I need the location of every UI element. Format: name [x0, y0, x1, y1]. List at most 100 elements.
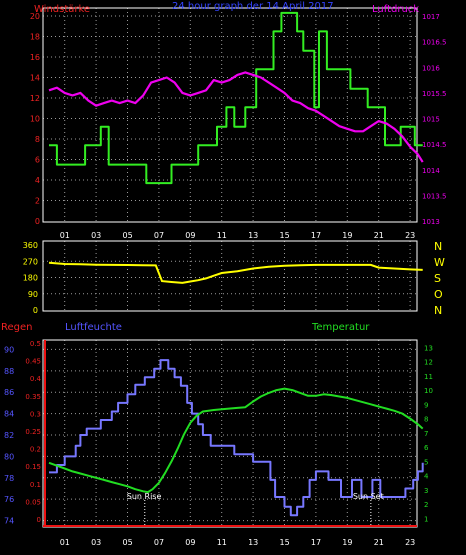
x-tick-label: 21 — [374, 231, 384, 240]
wind-tick-label: 2 — [35, 197, 40, 206]
wind-pressure-grid — [43, 8, 417, 222]
direction-series — [48, 261, 423, 284]
rain-humidity-temperature-x-ticks: 01 03 05 07 09 11 13 15 17 19 21 23 — [60, 538, 416, 547]
direction-grid — [43, 241, 417, 311]
humidity-tick-label: 78 — [4, 474, 14, 483]
x-tick-label: 11 — [217, 538, 227, 547]
wind-axis-title: Windstärke — [34, 4, 90, 15]
compass-label: S — [434, 272, 441, 285]
rain-tick-label: 0.45 — [25, 358, 41, 366]
direction-tick-label: 360 — [23, 241, 38, 250]
rain-axis-ticks: 0 0.05 0.1 0.15 0.2 0.25 0.3 0.35 0.4 0.45 0.5 — [25, 340, 41, 524]
sun-annotation-label: Sun Set — [353, 492, 384, 501]
wind-series-line — [49, 11, 423, 185]
pressure-tick-label: 1013 — [422, 218, 440, 226]
pressure-tick-label: 1015.5 — [422, 90, 447, 98]
pressure-tick-label: 1014.5 — [422, 141, 447, 149]
rain-tick-label: 0.1 — [30, 481, 41, 489]
rain-axis-title: Regen — [1, 322, 33, 333]
x-tick-label: 23 — [405, 231, 415, 240]
temperature-tick-label: 4 — [424, 473, 429, 481]
humidity-tick-label: 80 — [4, 452, 14, 461]
temperature-tick-label: 1 — [424, 515, 428, 523]
pressure-tick-label: 1016.5 — [422, 39, 447, 47]
temperature-tick-label: 13 — [424, 344, 433, 352]
x-tick-label: 15 — [280, 231, 290, 240]
direction-series-line — [48, 261, 423, 284]
x-tick-label: 09 — [185, 538, 195, 547]
temperature-series-line — [48, 387, 424, 494]
x-tick-label: 19 — [342, 231, 352, 240]
x-tick-label: 05 — [123, 538, 133, 547]
rain-tick-label: 0.5 — [30, 340, 41, 348]
humidity-temperature-series — [48, 359, 424, 517]
x-tick-label: 03 — [91, 538, 101, 547]
pressure-tick-label: 1014 — [422, 167, 440, 175]
x-tick-label: 13 — [248, 538, 258, 547]
pressure-series-line — [48, 71, 424, 163]
humidity-tick-label: 74 — [4, 517, 14, 526]
x-tick-label: 21 — [374, 538, 384, 547]
compass-label: N — [434, 304, 442, 317]
direction-tick-label: 180 — [23, 274, 38, 283]
compass-label: W — [434, 256, 445, 269]
sun-annotations: Sun Rise Sun Set — [127, 492, 384, 526]
wind-tick-label: 10 — [30, 115, 40, 124]
pressure-axis-ticks: 1013 1013.5 1014 1014.5 1015 1015.5 1016 1016.5… — [422, 13, 447, 226]
humidity-tick-label: 76 — [4, 495, 14, 504]
temperature-tick-label: 3 — [424, 487, 428, 495]
compass-label: N — [434, 240, 442, 253]
x-tick-label: 23 — [405, 538, 415, 547]
temperature-tick-label: 8 — [424, 416, 428, 424]
temperature-tick-label: 6 — [424, 444, 429, 452]
x-tick-label: 15 — [280, 538, 290, 547]
direction-tick-label: 270 — [23, 257, 38, 266]
rain-tick-label: 0.2 — [30, 446, 41, 454]
x-tick-label: 07 — [154, 231, 164, 240]
x-tick-label: 09 — [185, 231, 195, 240]
pressure-tick-label: 1016 — [422, 64, 440, 72]
wind-pressure-series — [48, 11, 424, 185]
humidity-tick-label: 82 — [4, 431, 14, 440]
pressure-axis-title: Luftdruck — [372, 4, 419, 15]
humidity-series-line — [49, 359, 424, 517]
pressure-tick-label: 1015 — [422, 116, 440, 124]
direction-tick-label: 90 — [28, 290, 38, 299]
x-tick-label: 13 — [248, 231, 258, 240]
rain-tick-label: 0.15 — [25, 463, 41, 471]
rain-tick-label: 0.3 — [30, 410, 41, 418]
humidity-tick-label: 86 — [4, 388, 14, 397]
wind-pressure-frame — [42, 7, 418, 223]
rain-tick-label: 0.4 — [30, 375, 42, 383]
temperature-tick-label: 9 — [424, 401, 428, 409]
pressure-tick-label: 1017 — [422, 13, 440, 21]
temperature-axis-title: Temperatur — [311, 322, 370, 333]
sun-annotation-label: Sun Rise — [127, 492, 162, 501]
humidity-axis-title: Luftfeuchte — [65, 322, 122, 333]
x-tick-label: 19 — [342, 538, 352, 547]
x-tick-label: 11 — [217, 231, 227, 240]
wind-tick-label: 6 — [35, 156, 40, 165]
direction-frame — [42, 240, 418, 312]
pressure-tick-label: 1013.5 — [422, 192, 447, 200]
temperature-tick-label: 11 — [424, 373, 433, 381]
wind-tick-label: 12 — [30, 94, 40, 103]
humidity-tick-label: 90 — [4, 345, 14, 354]
temperature-tick-label: 12 — [424, 359, 433, 367]
humidity-tick-label: 84 — [4, 410, 14, 419]
wind-tick-label: 0 — [35, 217, 40, 226]
rain-tick-label: 0.25 — [25, 428, 41, 436]
wind-axis-ticks: 0 2 4 6 8 10 12 14 16 18 20 — [30, 12, 40, 226]
x-tick-label: 05 — [123, 231, 133, 240]
x-tick-label: 03 — [91, 231, 101, 240]
x-tick-label: 01 — [60, 538, 70, 547]
humidity-tick-label: 88 — [4, 367, 14, 376]
wind-tick-label: 18 — [30, 33, 40, 42]
x-tick-label: 01 — [60, 231, 70, 240]
wind-pressure-chart-title: 24 hour graph der 14 April 2017 — [172, 1, 334, 12]
rain-tick-label: 0 — [37, 516, 41, 524]
